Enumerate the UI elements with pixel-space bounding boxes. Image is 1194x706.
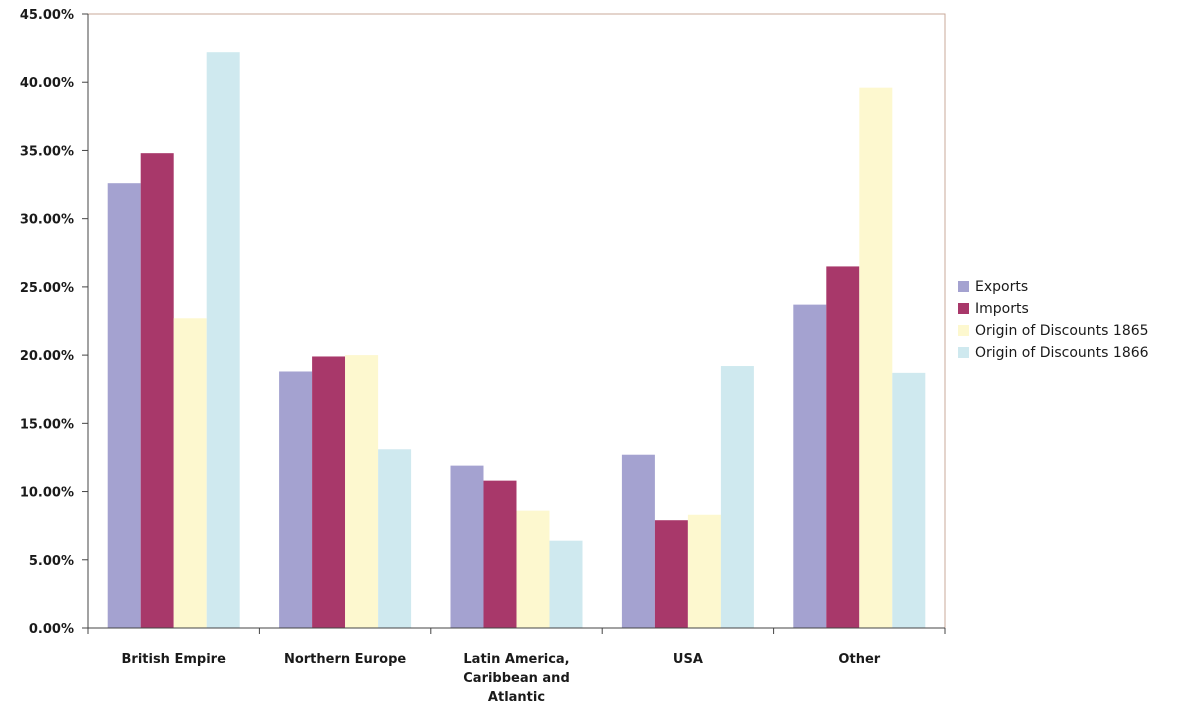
bar-imports — [140, 153, 174, 628]
x-axis: British Empire Northern Europe Latin Ameri… — [87, 627, 946, 705]
x-tick-label: Latin America, — [463, 652, 569, 667]
y-tick-label: 15.00% — [20, 417, 74, 432]
bar-imports — [654, 520, 688, 628]
y-axis: 0.00% 5.00% 10.00% 15.00% 20.00% 25.00% 30.00%… — [20, 8, 89, 637]
bar-origin-of-discounts-1865 — [859, 87, 893, 629]
x-tick-label: British Empire — [122, 652, 227, 667]
legend-label: Origin of Discounts 1866 — [975, 345, 1149, 361]
x-tick-label: Other — [838, 652, 880, 667]
bar-exports — [279, 371, 313, 628]
bar-origin-of-discounts-1866 — [378, 449, 412, 628]
y-tick-label: 0.00% — [29, 622, 74, 637]
legend-swatch — [958, 303, 969, 314]
bar-origin-of-discounts-1866 — [206, 52, 240, 628]
y-tick-label: 5.00% — [29, 554, 74, 569]
bar-origin-of-discounts-1866 — [892, 372, 926, 628]
x-tick-label: Northern Europe — [284, 652, 406, 667]
bar-exports — [621, 454, 655, 628]
bar-imports — [826, 266, 860, 628]
y-tick-label: 45.00% — [20, 8, 74, 23]
y-tick-label: 25.00% — [20, 281, 74, 296]
bar-origin-of-discounts-1865 — [173, 318, 207, 628]
bars — [107, 52, 926, 629]
bar-origin-of-discounts-1865 — [687, 514, 721, 628]
legend: Exports Imports Origin of Discounts 1865 Or… — [958, 279, 1149, 361]
bar-exports — [793, 304, 827, 628]
y-tick-label: 40.00% — [20, 76, 74, 91]
x-tick-label: Caribbean and — [463, 671, 570, 686]
y-tick-label: 20.00% — [20, 349, 74, 364]
bar-exports — [107, 183, 141, 629]
y-tick-label: 10.00% — [20, 486, 74, 501]
legend-label: Exports — [975, 279, 1028, 295]
bar-imports — [312, 356, 346, 628]
x-tick-label: USA — [673, 652, 703, 667]
bar-origin-of-discounts-1866 — [720, 366, 754, 628]
bar-origin-of-discounts-1865 — [516, 510, 550, 628]
y-tick-label: 30.00% — [20, 213, 74, 228]
bar-origin-of-discounts-1866 — [549, 540, 583, 628]
legend-label: Origin of Discounts 1865 — [975, 323, 1149, 339]
bar-origin-of-discounts-1865 — [345, 355, 379, 628]
legend-swatch — [958, 281, 969, 292]
y-tick-label: 35.00% — [20, 144, 74, 159]
legend-label: Imports — [975, 301, 1029, 317]
bar-imports — [483, 480, 517, 628]
x-tick-label: Atlantic — [488, 690, 545, 705]
legend-swatch — [958, 347, 969, 358]
bar-exports — [450, 465, 484, 628]
legend-swatch — [958, 325, 969, 336]
